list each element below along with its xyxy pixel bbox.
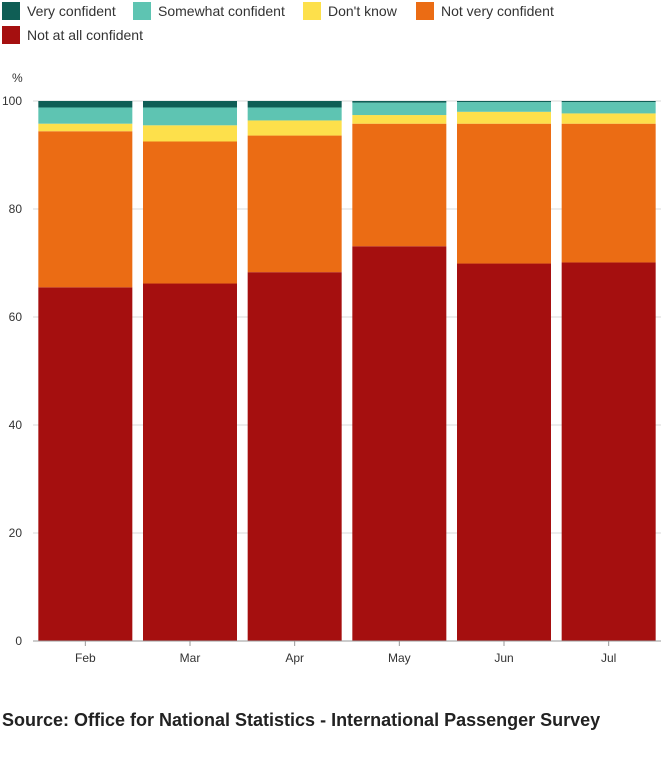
y-tick-label-40: 40	[9, 418, 23, 432]
bar-jul-very-confident	[561, 101, 656, 103]
bar-jul-not-at-all-confident	[561, 262, 656, 641]
legend-swatch-not-very-confident	[416, 2, 434, 20]
x-tick-label-jun: Jun	[494, 651, 513, 665]
bar-jun-don-t-know	[457, 111, 551, 124]
bar-jul-not-very-confident	[561, 123, 656, 263]
bar-mar-very-confident	[143, 101, 237, 108]
legend-swatch-somewhat-confident	[133, 2, 151, 20]
bar-jun-not-very-confident	[457, 123, 551, 264]
bar-jun-very-confident	[457, 101, 551, 103]
bar-jul-don-t-know	[561, 113, 656, 124]
bar-may-somewhat-confident	[352, 102, 447, 116]
bar-mar-don-t-know	[143, 125, 237, 142]
bar-mar-not-very-confident	[143, 141, 237, 284]
x-tick-label-apr: Apr	[285, 651, 304, 665]
bar-may-very-confident	[352, 101, 447, 103]
bar-feb-not-at-all-confident	[38, 287, 133, 641]
legend-item-not-at-all-confident: Not at all confident	[2, 26, 143, 44]
legend-swatch-very-confident	[2, 2, 20, 20]
bar-apr-don-t-know	[247, 120, 342, 136]
y-tick-label-0: 0	[15, 634, 22, 648]
bar-mar-not-at-all-confident	[143, 283, 237, 641]
bar-may-not-very-confident	[352, 123, 447, 247]
x-tick-label-feb: Feb	[75, 651, 96, 665]
legend-label-very-confident: Very confident	[27, 3, 116, 19]
bar-apr-not-very-confident	[247, 135, 342, 273]
legend-item-dont-know: Don't know	[303, 2, 397, 20]
legend-label-dont-know: Don't know	[328, 3, 397, 19]
bar-apr-somewhat-confident	[247, 107, 342, 121]
bar-may-don-t-know	[352, 115, 447, 124]
bar-mar-somewhat-confident	[143, 107, 237, 126]
y-tick-label-100: 100	[2, 94, 22, 108]
legend-label-somewhat-confident: Somewhat confident	[158, 3, 285, 19]
y-tick-label-80: 80	[9, 202, 23, 216]
legend-item-not-very-confident: Not very confident	[416, 2, 554, 20]
y-tick-label-60: 60	[9, 310, 23, 324]
bar-may-not-at-all-confident	[352, 246, 447, 641]
stacked-bar-chart: 0 20 40 60 80 100% Feb Mar Apr May Jun Jul	[2, 71, 661, 665]
x-tick-label-may: May	[388, 651, 411, 665]
legend-item-somewhat-confident: Somewhat confident	[133, 2, 285, 20]
legend-label-not-at-all-confident: Not at all confident	[27, 27, 143, 43]
bar-feb-somewhat-confident	[38, 107, 133, 124]
bar-jun-not-at-all-confident	[457, 263, 551, 641]
x-tick-label-jul: Jul	[601, 651, 616, 665]
y-axis-label: %	[12, 71, 23, 85]
bar-feb-very-confident	[38, 101, 133, 108]
bar-jun-somewhat-confident	[457, 102, 551, 112]
legend-label-not-very-confident: Not very confident	[441, 3, 554, 19]
legend-item-very-confident: Very confident	[2, 2, 116, 20]
y-tick-label-20: 20	[9, 526, 23, 540]
legend-swatch-not-at-all-confident	[2, 26, 20, 44]
bar-jul-somewhat-confident	[561, 102, 656, 114]
bar-apr-very-confident	[247, 101, 342, 108]
source-note: Source: Office for National Statistics -…	[2, 710, 601, 730]
bar-apr-not-at-all-confident	[247, 272, 342, 641]
bar-feb-don-t-know	[38, 123, 133, 132]
legend-swatch-dont-know	[303, 2, 321, 20]
x-tick-label-mar: Mar	[180, 651, 201, 665]
bar-feb-not-very-confident	[38, 131, 133, 288]
